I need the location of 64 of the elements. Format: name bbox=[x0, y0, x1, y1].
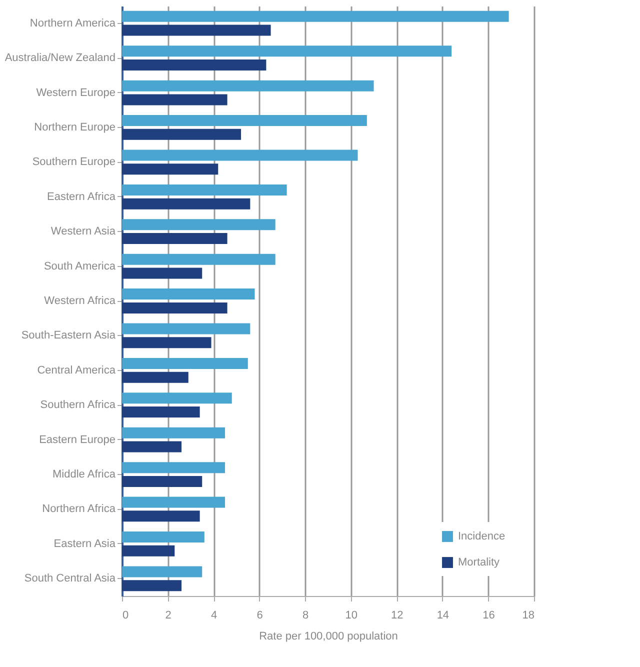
y-tick-label: Northern Africa bbox=[42, 503, 116, 516]
bar bbox=[122, 46, 452, 57]
y-tick-label: South America bbox=[44, 260, 116, 272]
bar bbox=[122, 441, 182, 452]
bar bbox=[122, 358, 248, 369]
bar bbox=[122, 233, 228, 244]
bar bbox=[122, 115, 367, 126]
x-tick-label: 12 bbox=[391, 610, 404, 622]
bar bbox=[122, 580, 182, 592]
bar bbox=[122, 268, 202, 279]
y-tick-label: Southern Africa bbox=[40, 399, 116, 412]
bar bbox=[122, 128, 242, 140]
legend-label: Mortality bbox=[458, 556, 500, 568]
x-axis-title: Rate per 100,000 population bbox=[259, 630, 398, 642]
bar bbox=[122, 94, 228, 106]
y-tick-label: Australia/New Zealand bbox=[4, 52, 116, 64]
x-tick-label: 2 bbox=[165, 610, 172, 622]
y-tick-label: Northern America bbox=[30, 17, 116, 30]
bar bbox=[122, 80, 374, 92]
bar bbox=[122, 372, 188, 383]
bar bbox=[122, 198, 250, 210]
x-tick-label: 16 bbox=[482, 610, 495, 622]
bar bbox=[122, 219, 276, 230]
bar bbox=[122, 476, 202, 487]
bar bbox=[122, 323, 250, 334]
bar bbox=[122, 60, 266, 70]
bar bbox=[122, 392, 232, 404]
bar bbox=[122, 254, 276, 265]
y-tick-label: Western Africa bbox=[44, 295, 116, 307]
y-tick-label: Central America bbox=[37, 364, 116, 376]
bar bbox=[122, 545, 175, 556]
bar bbox=[122, 184, 287, 196]
bar bbox=[122, 24, 271, 36]
bar bbox=[122, 302, 228, 314]
bar bbox=[122, 164, 218, 175]
bar bbox=[122, 566, 202, 578]
x-tick-label: 6 bbox=[256, 610, 263, 622]
x-tick-label: 0 bbox=[122, 610, 129, 622]
bar bbox=[122, 510, 200, 522]
y-tick-label: South-Eastern Asia bbox=[21, 330, 116, 342]
y-tick-label: Middle Africa bbox=[52, 468, 116, 481]
y-tick-label: South Central Asia bbox=[24, 572, 116, 585]
bar bbox=[122, 427, 225, 438]
bar bbox=[122, 10, 509, 22]
x-tick-label: 10 bbox=[345, 610, 358, 622]
y-tick-label: Eastern Europe bbox=[39, 434, 116, 446]
x-tick-label: 8 bbox=[302, 610, 309, 622]
bar bbox=[122, 337, 212, 348]
x-tick-label: 18 bbox=[522, 610, 534, 622]
bar bbox=[122, 462, 225, 474]
legend-label: Incidence bbox=[458, 530, 506, 542]
y-tick-label: Eastern Africa bbox=[47, 190, 116, 203]
bar bbox=[122, 532, 204, 542]
x-tick-label: 4 bbox=[210, 610, 218, 622]
bar bbox=[122, 406, 200, 418]
y-tick-label: Western Asia bbox=[50, 226, 116, 238]
x-tick-label: 14 bbox=[436, 610, 450, 622]
y-tick-label: Southern Europe bbox=[32, 156, 116, 168]
y-tick-label: Eastern Asia bbox=[54, 538, 116, 550]
bar bbox=[122, 288, 255, 300]
y-tick-label: Northern Europe bbox=[34, 121, 116, 134]
y-tick-label: Western Europe bbox=[36, 86, 116, 99]
bar bbox=[122, 496, 225, 508]
bar bbox=[122, 150, 358, 161]
